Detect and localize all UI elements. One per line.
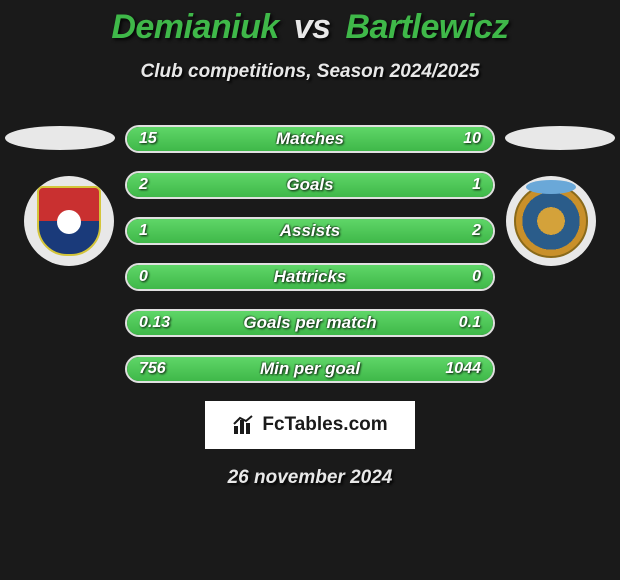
- vs-separator: vs: [294, 8, 331, 46]
- comparison-card: Demianiuk vs Bartlewicz Club competition…: [0, 0, 620, 489]
- date-label: 26 november 2024: [0, 467, 620, 489]
- page-title: Demianiuk vs Bartlewicz: [0, 8, 620, 47]
- stat-row: 21Goals: [125, 171, 495, 199]
- stat-row: 00Hattricks: [125, 263, 495, 291]
- stat-row: 1510Matches: [125, 125, 495, 153]
- club-crest-icon: [514, 184, 588, 258]
- stat-bar-left: [127, 173, 369, 197]
- stat-value-right: 1044: [445, 360, 481, 378]
- stat-bar-left: [127, 265, 310, 289]
- stat-bar-left: [127, 127, 347, 151]
- stat-value-right: 1: [472, 176, 481, 194]
- stat-row: 12Assists: [125, 217, 495, 245]
- player1-name: Demianiuk: [111, 8, 278, 46]
- stats-list: 1510Matches21Goals12Assists00Hattricks0.…: [125, 125, 495, 383]
- brand-badge: FcTables.com: [205, 401, 415, 449]
- stat-value-right: 2: [472, 222, 481, 240]
- stat-value-right: 10: [463, 130, 481, 148]
- stat-value-right: 0: [472, 268, 481, 286]
- player1-photo-placeholder: [5, 126, 115, 150]
- player2-name: Bartlewicz: [346, 8, 509, 46]
- bar-chart-icon: [232, 414, 256, 436]
- stat-value-left: 756: [139, 360, 166, 378]
- stat-value-right: 0.1: [459, 314, 481, 332]
- subtitle: Club competitions, Season 2024/2025: [0, 61, 620, 83]
- stat-row: 7561044Min per goal: [125, 355, 495, 383]
- player1-club-badge: [24, 176, 114, 266]
- stat-value-left: 0: [139, 268, 148, 286]
- stat-row: 0.130.1Goals per match: [125, 309, 495, 337]
- stat-value-left: 0.13: [139, 314, 170, 332]
- stat-value-left: 1: [139, 222, 148, 240]
- stat-bar-right: [310, 265, 493, 289]
- player2-photo-placeholder: [505, 126, 615, 150]
- stat-value-left: 15: [139, 130, 157, 148]
- club-crest-icon: [37, 186, 101, 256]
- player2-club-badge: [506, 176, 596, 266]
- stat-value-left: 2: [139, 176, 148, 194]
- stat-bar-right: [251, 219, 493, 243]
- brand-text: FcTables.com: [262, 414, 387, 436]
